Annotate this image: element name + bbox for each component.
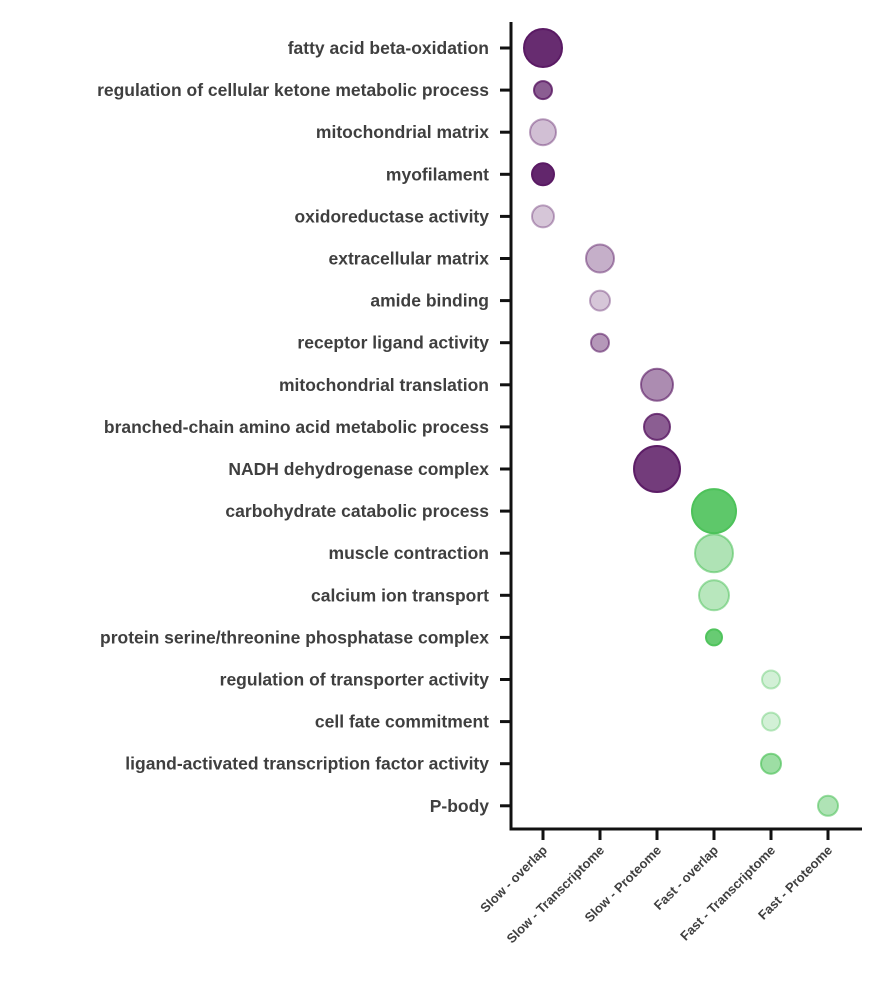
y-tick-label-ligand-activated-transcription-factor-activity: ligand-activated transcription factor ac… (125, 754, 489, 774)
x-tick-label-fast-transcriptome: Fast - Transcriptome (677, 843, 778, 944)
y-tick-label-mitochondrial-translation: mitochondrial translation (279, 375, 489, 395)
bubble-p-body (817, 794, 839, 817)
y-tick-label-regulation-of-cellular-ketone-metabolic-process: regulation of cellular ketone metabolic … (97, 80, 489, 100)
bubble-extracellular-matrix (585, 243, 615, 274)
tick-layer (500, 46, 830, 840)
bubble-protein-serine-threonine-phosphatase-complex (705, 628, 723, 647)
bubble-amide-binding (589, 289, 611, 312)
y-tick-label-fatty-acid-beta-oxidation: fatty acid beta-oxidation (288, 38, 489, 58)
y-tick-label-protein-serine-threonine-phosphatase-complex: protein serine/threonine phosphatase com… (100, 627, 489, 647)
bubble-mitochondrial-matrix (529, 118, 557, 147)
y-tick-label-regulation-of-transporter-activity: regulation of transporter activity (220, 670, 490, 690)
bubble-ligand-activated-transcription-factor-activity (760, 752, 782, 775)
bubble-branched-chain-amino-acid-metabolic-process (643, 412, 671, 441)
bubble-cell-fate-commitment (761, 711, 781, 732)
bubble-mitochondrial-translation (640, 367, 674, 402)
y-tick-label-receptor-ligand-activity: receptor ligand activity (297, 333, 489, 353)
y-tick-label-carbohydrate-catabolic-process: carbohydrate catabolic process (225, 501, 489, 521)
bubble-layer (523, 28, 839, 817)
bubble-calcium-ion-transport (698, 579, 730, 612)
x-tick-label-slow-transcriptome: Slow - Transcriptome (504, 843, 608, 947)
bubble-regulation-of-transporter-activity (761, 669, 781, 690)
bubble-fatty-acid-beta-oxidation (523, 28, 563, 68)
bubble-receptor-ligand-activity (590, 332, 610, 353)
bubble-carbohydrate-catabolic-process (691, 488, 737, 535)
y-tick-label-muscle-contraction: muscle contraction (329, 543, 489, 563)
y-tick-label-p-body: P-body (430, 796, 490, 816)
y-tick-label-amide-binding: amide binding (370, 291, 489, 311)
bubble-regulation-of-cellular-ketone-metabolic-process (533, 80, 553, 101)
y-tick-label-cell-fate-commitment: cell fate commitment (315, 712, 489, 732)
y-tick-label-branched-chain-amino-acid-metabolic-process: branched-chain amino acid metabolic proc… (104, 417, 489, 437)
bubble-muscle-contraction (694, 533, 734, 574)
y-tick-label-extracellular-matrix: extracellular matrix (328, 249, 489, 269)
bubble-nadh-dehydrogenase-complex (633, 445, 681, 493)
y-tick-label-myofilament: myofilament (386, 164, 489, 184)
y-tick-label-oxidoreductase-activity: oxidoreductase activity (294, 206, 489, 226)
y-tick-label-calcium-ion-transport: calcium ion transport (311, 585, 489, 605)
axes (509, 22, 862, 831)
bubble-myofilament (531, 162, 555, 187)
y-tick-labels: fatty acid beta-oxidation regulation of c… (97, 38, 489, 816)
bubble-oxidoreductase-activity (531, 204, 555, 229)
y-tick-label-mitochondrial-matrix: mitochondrial matrix (316, 122, 489, 142)
y-tick-label-nadh-dehydrogenase-complex: NADH dehydrogenase complex (228, 459, 489, 479)
